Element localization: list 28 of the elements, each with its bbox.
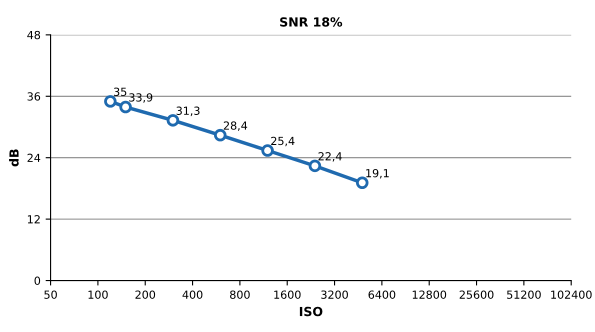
x-tick-label: 3200 <box>321 290 348 299</box>
data-label: 35 <box>114 88 126 96</box>
y-tick-label: 12 <box>28 215 40 224</box>
x-tick-label: 400 <box>182 290 202 299</box>
x-tick-label: 25600 <box>460 290 494 299</box>
data-label: 31,3 <box>176 106 200 116</box>
y-axis-title: dB <box>9 149 19 166</box>
data-label: 19,1 <box>366 168 389 179</box>
x-tick-label: 1600 <box>274 290 301 299</box>
y-tick-label: 24 <box>28 154 40 162</box>
x-tick-label: 51200 <box>507 290 541 299</box>
x-tick-label: 100 <box>88 290 108 299</box>
y-tick-label: 48 <box>27 30 40 40</box>
data-label: 22,4 <box>318 152 342 162</box>
data-label: 33,9 <box>129 93 152 103</box>
data-label: 28,4 <box>224 121 248 131</box>
x-axis-title: ISO <box>300 306 322 316</box>
x-tick-label: 102400 <box>551 290 592 299</box>
chart-title: SNR 18% <box>280 17 342 27</box>
y-tick-label: 36 <box>28 92 40 101</box>
y-tick-label: 0 <box>34 276 40 285</box>
x-tick-label: 6400 <box>368 290 396 299</box>
x-tick-label: 50 <box>44 290 57 299</box>
data-label: 25,4 <box>271 136 294 146</box>
x-tick-label: 200 <box>135 290 156 299</box>
point <box>356 176 368 190</box>
x-tick-label: 800 <box>230 290 250 299</box>
x-tick-label: 12800 <box>412 290 446 299</box>
